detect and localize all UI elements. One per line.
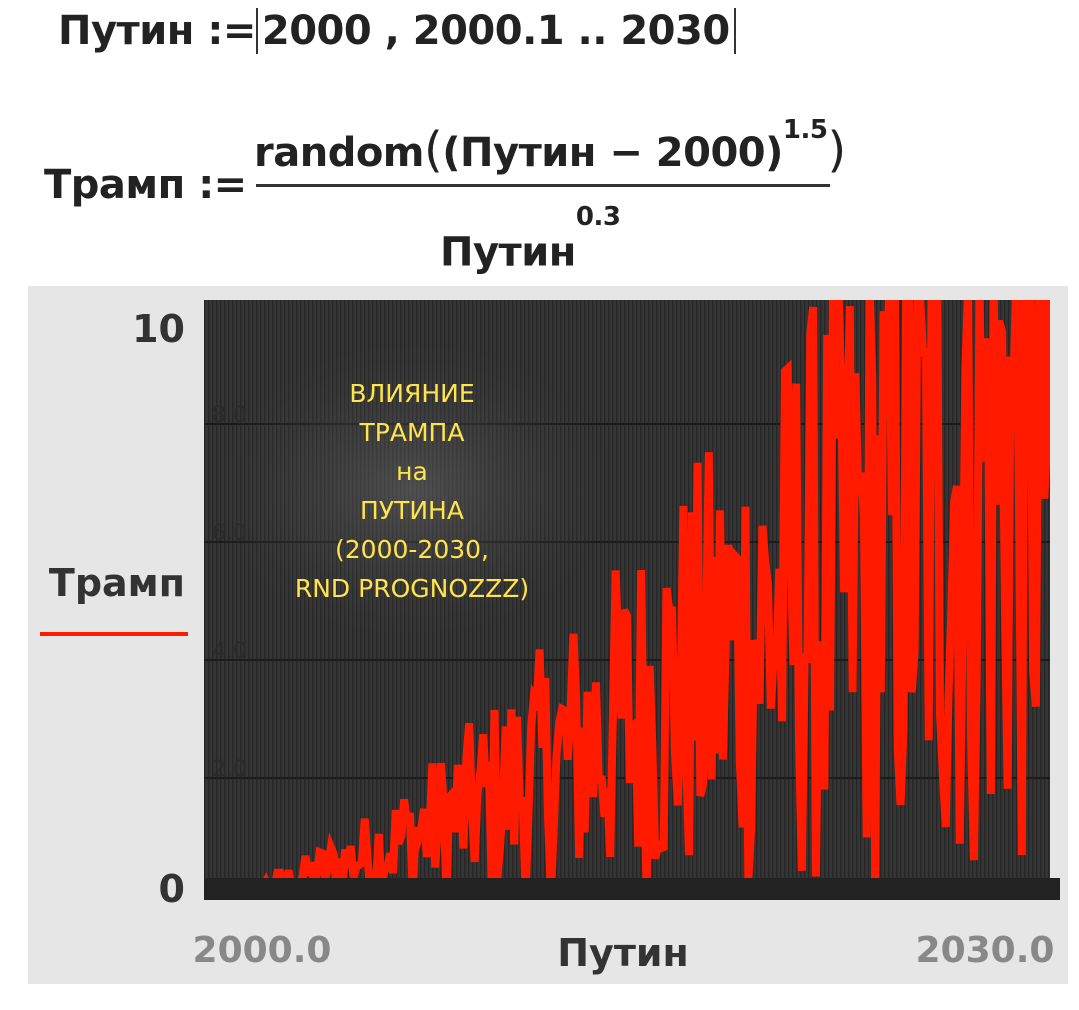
assign-op: :=: [198, 162, 247, 208]
denominator: Путин0.3: [440, 202, 621, 276]
y-tick-max: 10: [132, 307, 185, 351]
x-axis-label: Путин: [557, 931, 688, 975]
y-tick-min: 0: [159, 867, 185, 911]
series-line-tramp: [204, 300, 1050, 896]
legend-line: [40, 632, 188, 636]
assign-op: :=: [207, 8, 256, 54]
title-line: RND PROGNOZZZ): [295, 574, 529, 603]
range-vector: 2000 , 2000.1 .. 2030: [255, 8, 736, 54]
numerator: random((Путин − 2000)1.5): [254, 114, 846, 178]
title-line: на: [396, 457, 428, 486]
formula-putin[interactable]: Путин := 2000 , 2000.1 .. 2030: [58, 8, 736, 54]
grid-label: 4.0: [212, 639, 247, 664]
title-line: ПУТИНА: [360, 496, 464, 525]
exponent: 0.3: [575, 202, 621, 232]
fraction-bar: [256, 184, 830, 187]
title-line: ВЛИЯНИЕ: [349, 379, 474, 408]
y-axis-label: Трамп: [49, 561, 185, 605]
grid-label: 2.0: [212, 757, 247, 782]
x-tick-max: 2030.0: [916, 930, 1055, 971]
var-name: Путин: [58, 8, 194, 54]
chart-title: ВЛИЯНИЕ ТРАМПА на ПУТИНА (2000-2030, RND PROG…: [295, 379, 529, 603]
title-line: ТРАМПА: [359, 418, 465, 447]
x-axis-bar: [204, 878, 1060, 900]
fn-name: random: [254, 130, 425, 176]
title-glow: [212, 340, 612, 640]
x-tick-min: 2000.0: [193, 930, 332, 971]
inner-expr: (Путин − 2000): [442, 130, 783, 176]
title-line: (2000-2030,: [335, 535, 489, 564]
denominator-var: Путин: [440, 229, 576, 276]
exponent: 1.5: [782, 114, 828, 145]
var-name: Трамп: [44, 162, 185, 208]
formula-tramp-lhs[interactable]: Трамп :=: [44, 162, 247, 208]
